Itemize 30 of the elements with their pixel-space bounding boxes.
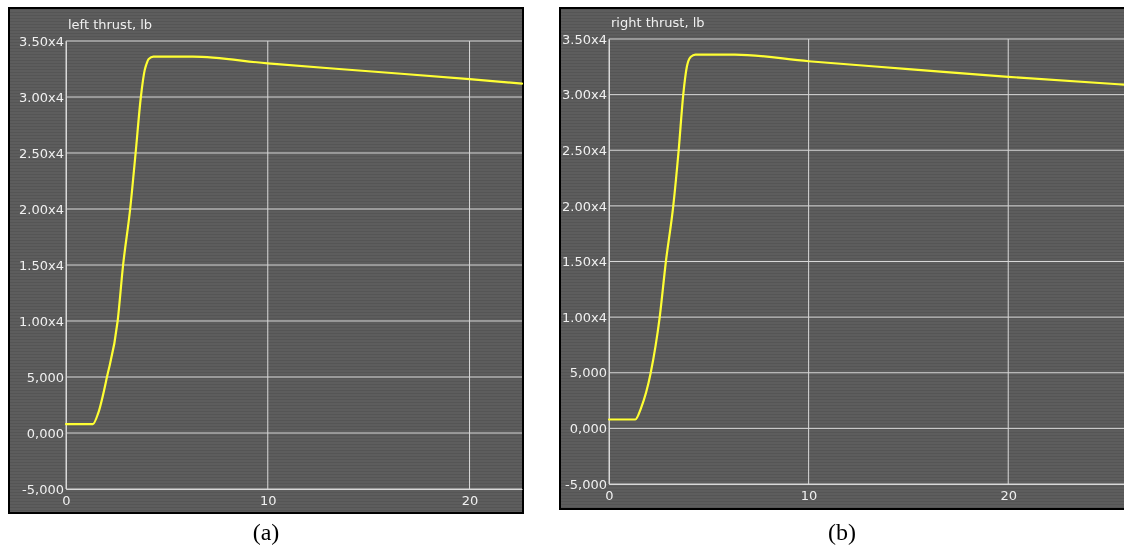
- x-tick-label: 10: [260, 492, 277, 508]
- x-tick-label: 0: [62, 492, 71, 508]
- y-tick-label: 0,000: [569, 421, 607, 437]
- y-tick-label: 2.00x4: [19, 201, 64, 217]
- y-tick-label: 5,000: [569, 365, 607, 381]
- line-series: [64, 55, 524, 426]
- x-tick-label: 20: [461, 492, 479, 508]
- x-tick-label: 20: [1000, 487, 1017, 503]
- y-tick-label: 2.50x4: [562, 142, 607, 158]
- y-tick-label: 2.50x4: [19, 145, 64, 161]
- y-tick-label: 1.50x4: [19, 257, 64, 273]
- y-tick-label: 5,000: [26, 369, 64, 385]
- y-tick-label: 3.00x4: [562, 87, 607, 103]
- chart-title: left thrust, lb: [68, 17, 153, 32]
- text: (a): [252, 519, 280, 545]
- chart-title: right thrust, lb: [611, 15, 705, 30]
- y-tick-label: 1.00x4: [562, 309, 607, 325]
- y-tick-label: 2.00x4: [562, 198, 607, 214]
- y-tick-label: 3.50x4: [19, 33, 64, 49]
- y-tick-label: 1.50x4: [562, 254, 607, 270]
- y-tick-label: 1.00x4: [19, 313, 64, 329]
- y-tick-label: -5,000: [22, 481, 64, 497]
- line-series: [607, 53, 1124, 421]
- x-tick-label: 10: [800, 487, 818, 503]
- y-tick-label: 3.00x4: [19, 89, 64, 105]
- text: (b): [828, 519, 856, 545]
- x-tick-label: 0: [605, 487, 614, 503]
- y-tick-label: -5,000: [565, 476, 607, 492]
- y-tick-label: 0,000: [26, 425, 64, 441]
- y-tick-label: 3.50x4: [562, 31, 607, 47]
